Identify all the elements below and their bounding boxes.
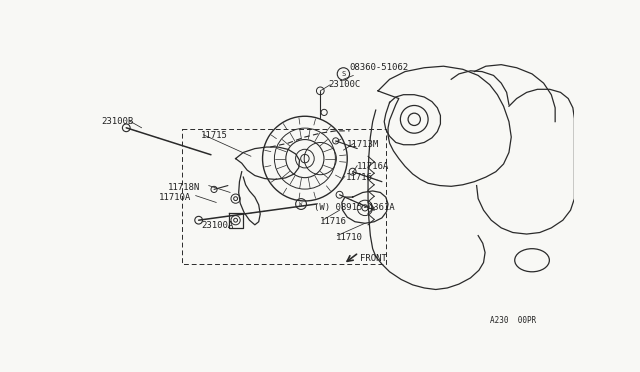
Text: 11710: 11710 — [336, 232, 363, 242]
Text: 11716: 11716 — [320, 217, 347, 226]
Text: S: S — [341, 71, 346, 77]
Text: 11718N: 11718N — [168, 183, 200, 192]
Text: FRONT: FRONT — [360, 254, 387, 263]
Text: 11710A: 11710A — [159, 193, 191, 202]
Text: 11716: 11716 — [346, 173, 372, 182]
Text: A230  00PR: A230 00PR — [490, 316, 536, 325]
Text: 11715: 11715 — [201, 131, 228, 140]
Text: (W) 08915-4361A: (W) 08915-4361A — [314, 203, 395, 212]
Text: 23100B: 23100B — [101, 117, 133, 126]
Text: 23100A: 23100A — [201, 221, 233, 230]
Text: 23100C: 23100C — [328, 80, 360, 89]
Text: W: W — [300, 202, 303, 206]
Text: 11713M: 11713M — [348, 140, 380, 149]
Text: 08360-51062: 08360-51062 — [349, 63, 409, 72]
Text: 11716A: 11716A — [357, 162, 390, 171]
